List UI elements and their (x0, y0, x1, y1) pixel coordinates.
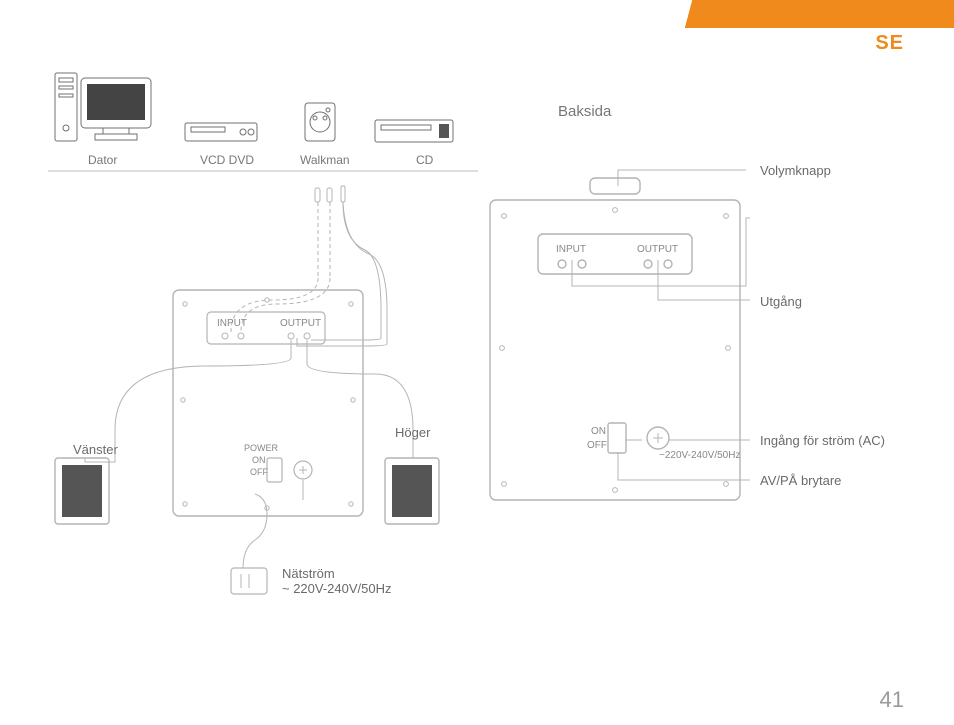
label-computer: Dator (88, 153, 117, 167)
power-switch (267, 458, 282, 482)
baksida-title: Baksida (558, 103, 611, 120)
wiring-input: INPUT (217, 318, 247, 329)
label-right-speaker: Höger (395, 425, 430, 440)
jacks (315, 186, 345, 202)
header-banner (0, 0, 954, 28)
label-walkman: Walkman (300, 153, 350, 167)
mains-plug (231, 494, 267, 594)
cd-icon (375, 120, 453, 142)
callout-output: Utgång (760, 294, 802, 309)
sources-underline (48, 170, 478, 172)
wiring-power: POWER (244, 443, 278, 453)
left-speaker-icon (55, 458, 109, 524)
label-vcd-dvd: VCD DVD (200, 153, 254, 167)
language-code: SE (875, 32, 904, 55)
wiring-diagram (45, 180, 475, 630)
wiring-output: OUTPUT (280, 318, 321, 329)
label-cd: CD (416, 153, 433, 167)
wiring-on: ON (252, 455, 266, 465)
callout-lines (490, 150, 790, 530)
callout-switch: AV/PÅ brytare (760, 473, 841, 488)
callout-powerin: Ingång för ström (AC) (760, 433, 885, 448)
right-speaker-icon (385, 458, 439, 524)
walkman-icon (305, 103, 335, 141)
sources-row (55, 68, 475, 168)
vcd-dvd-icon (185, 123, 257, 141)
label-mains: Nätström ~ 220V-240V/50Hz (282, 566, 392, 596)
label-left-speaker: Vänster (73, 442, 118, 457)
computer-icon (55, 73, 151, 141)
callout-volume: Volymknapp (760, 163, 831, 178)
wiring-off: OFF (250, 467, 268, 477)
page-number: 41 (880, 687, 904, 713)
